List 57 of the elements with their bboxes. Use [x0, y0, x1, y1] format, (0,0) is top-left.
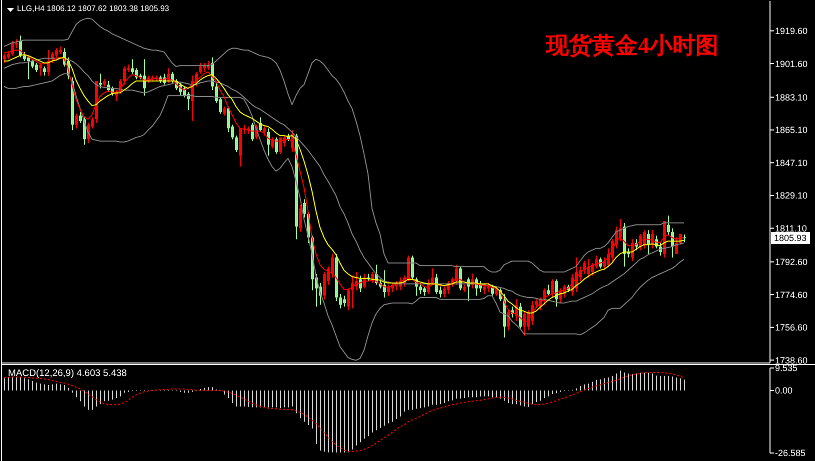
candlestick [587, 258, 590, 278]
candlestick [483, 282, 486, 294]
y-tick-label: 1847.10 [775, 158, 808, 168]
y-tick-label: 0.00 [775, 386, 793, 396]
candlestick [643, 230, 646, 249]
candlestick [343, 295, 346, 308]
y-tick-label: 1865.10 [775, 125, 808, 136]
candlestick [331, 253, 334, 278]
y-tick-label: 1829.10 [775, 190, 808, 201]
candlestick [299, 204, 302, 233]
candlestick [419, 282, 422, 294]
chart-title: MACD(12,26,9) 4.603 5.438 [8, 368, 127, 379]
y-tick-label: 1883.10 [775, 92, 808, 102]
y-tick-label: -26.585 [775, 448, 806, 458]
candlestick [431, 268, 434, 286]
candlestick [223, 106, 226, 116]
candlestick [75, 113, 78, 129]
candlestick [423, 286, 426, 296]
candlestick [551, 278, 554, 298]
candlestick [339, 293, 342, 309]
candlestick [535, 298, 538, 309]
text: 1805.93 [771, 232, 810, 244]
y-tick-label: 1756.60 [775, 322, 808, 333]
candlestick [303, 198, 306, 218]
candlestick [547, 284, 550, 296]
chart-subtitle: LLG,H4 1806.12 1807.62 1803.38 1805.93 [17, 4, 170, 13]
candlestick [323, 272, 326, 300]
candlestick [131, 58, 134, 74]
candlestick [279, 136, 282, 154]
candlestick [199, 62, 202, 74]
y-tick-label: 1774.60 [775, 290, 808, 300]
candlestick [275, 136, 278, 154]
candlestick [39, 62, 42, 76]
y-tick-label: 1919.60 [775, 26, 808, 36]
candlestick [43, 66, 46, 76]
y-tick-label: 9.535 [775, 363, 798, 374]
candlestick [135, 68, 138, 80]
y-tick-label: 1901.60 [775, 58, 808, 69]
candlestick [435, 273, 438, 294]
candlestick [411, 255, 414, 280]
y-tick-label: 1738.60 [775, 355, 808, 366]
candlestick [35, 62, 38, 72]
candlestick [263, 126, 266, 136]
candlestick [251, 122, 254, 142]
candlestick [347, 288, 350, 311]
y-tick-label: 1811.10 [775, 223, 807, 234]
candlestick [667, 215, 670, 236]
candlestick [235, 135, 238, 152]
candlestick [23, 51, 26, 62]
candlestick [31, 58, 34, 69]
y-tick-label: 1792.60 [775, 257, 808, 268]
candlestick [675, 236, 678, 254]
candlestick [123, 66, 126, 86]
text: 现货黄金4小时图 [546, 33, 718, 58]
candlestick [487, 282, 490, 293]
candlestick [555, 278, 558, 308]
candlestick [443, 286, 446, 298]
